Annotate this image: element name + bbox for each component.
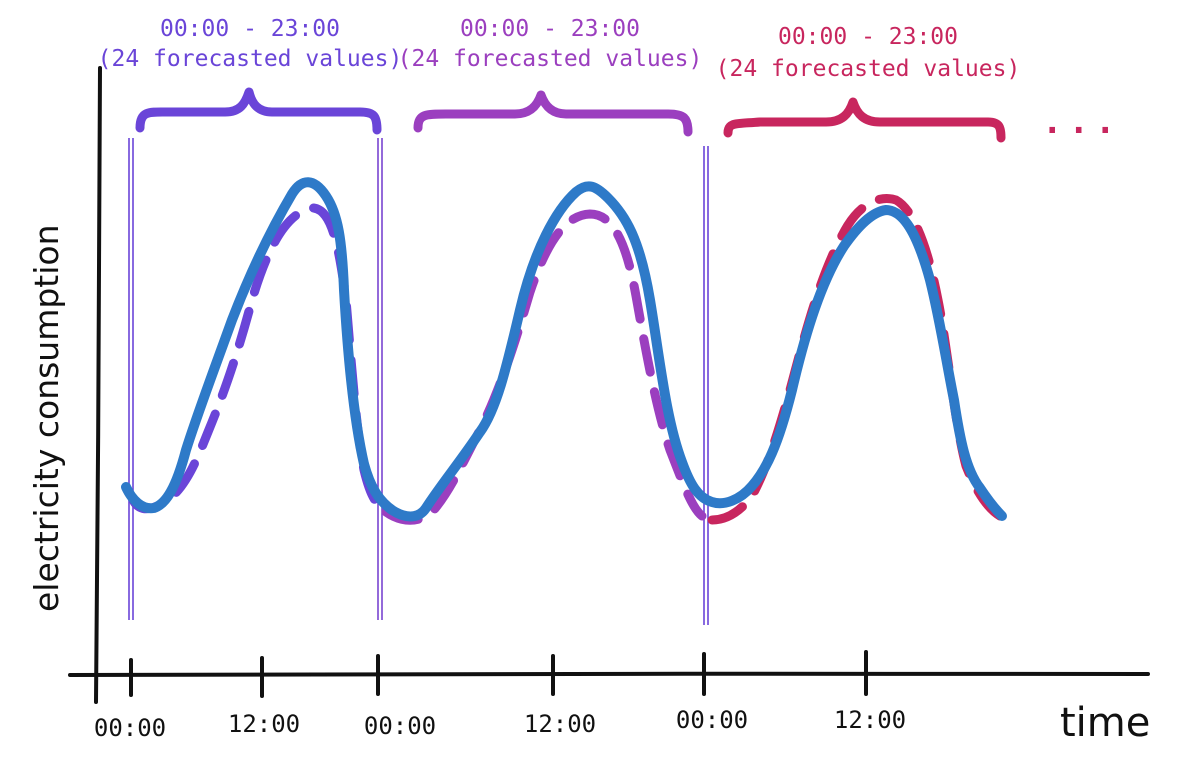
x-tick-label: 00:00 [676, 706, 748, 734]
window-1-note-label: (24 forecasted values) [98, 46, 403, 72]
actual-consumption-curve [121, 177, 1007, 522]
window-1-brace [135, 87, 382, 135]
window-3-brace [723, 97, 1006, 143]
window-3-range-label: 00:00 - 23:00 [778, 24, 958, 50]
window-2-note-label: (24 forecasted values) [398, 46, 703, 72]
forecast-curve-window-3 [707, 194, 1005, 525]
x-axis-line [68, 671, 1150, 677]
window-3-note-label: (24 forecasted values) [716, 56, 1021, 82]
x-tick-marks [129, 650, 868, 698]
x-tick-label: 12:00 [228, 710, 300, 738]
x-axis-title: time [1060, 700, 1150, 746]
forecast-curve-window-2 [381, 209, 707, 525]
y-axis-title: electricity consumption [27, 224, 66, 612]
window-1-range-label: 00:00 - 23:00 [160, 16, 340, 42]
x-tick-label: 00:00 [364, 712, 436, 740]
x-tick-label: 00:00 [94, 714, 166, 742]
x-tick-label: 12:00 [834, 706, 906, 734]
x-tick-label: 12:00 [524, 710, 596, 738]
window-2-brace [413, 90, 693, 137]
window-boundaries [128, 138, 709, 625]
y-axis-line [94, 66, 102, 704]
continuation-ellipsis: ... [1042, 102, 1121, 142]
window-2-range-label: 00:00 - 23:00 [460, 16, 640, 42]
